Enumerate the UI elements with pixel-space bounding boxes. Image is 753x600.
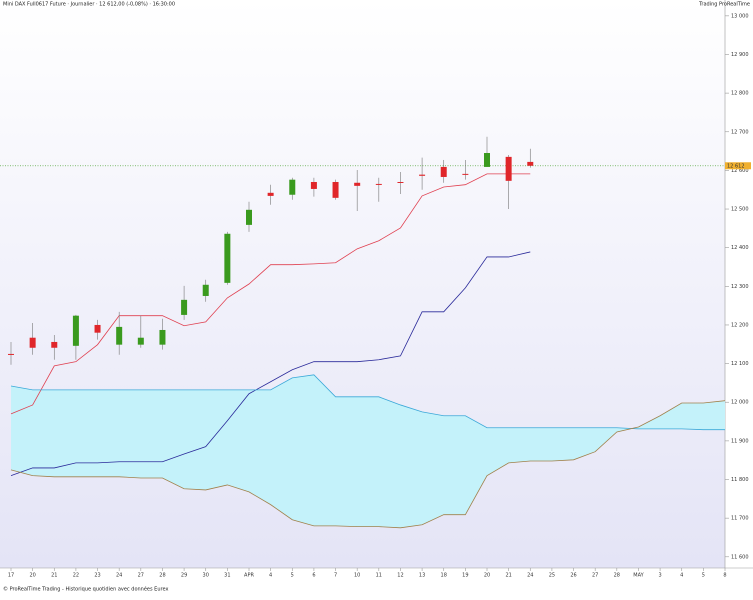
x-tick-label: 11 [376,573,382,579]
indicator-line [10,400,726,529]
y-tick-label: 12 000 [731,400,749,406]
x-tick-label: 27 [138,573,144,579]
x-tick-label: 18 [441,573,447,579]
candle-body [246,209,252,225]
x-tick-label: 25 [549,573,555,579]
candle-body [354,182,361,186]
candle-body [375,183,382,185]
y-tick-label: 12 300 [731,284,749,290]
marks: 11 600 11 700 11 800 11 900 12 000 12 100 12 2… [0,13,751,579]
candle-body [310,181,317,189]
x-tick-label: 24 [116,573,122,579]
candle-body [94,324,101,333]
candle-body [462,173,469,175]
x-tick-label: 6 [312,573,315,579]
candle-body [29,337,36,348]
x-tick-label: 4 [680,573,683,579]
candle-body [224,233,231,283]
x-tick-label: 7 [334,573,337,579]
indicator-line [10,374,725,431]
candle-body [527,161,534,166]
brand: Trading ProRealTime [698,2,750,8]
footer: © ProRealTime Trading - Historique quoti… [3,586,168,593]
cloud-fill [11,374,725,528]
last-price-box [725,162,751,170]
x-tick-label: 17 [8,573,14,579]
candle-body [440,166,447,177]
x-tick-label: 4 [269,573,272,579]
x-tick-label: 30 [203,573,209,579]
candle-body [419,174,426,176]
candle-body [397,181,404,183]
candle-body [51,341,58,348]
y-tick-label: 12 800 [731,91,749,97]
y-tick-label: 11 700 [731,516,749,522]
x-tick-label: 28 [159,573,165,579]
x-tick-label: 26 [570,573,576,579]
y-tick-label: 12 900 [731,52,749,58]
x-tick-label: 13 [419,573,425,579]
x-tick-label: 21 [505,573,511,579]
y-tick-label: 12 200 [731,322,749,328]
candle-body [289,179,296,195]
candle-body [8,353,14,355]
x-tick-label: 21 [51,573,57,579]
x-tick-label: 5 [702,573,705,579]
x-tick-label: 19 [462,573,468,579]
indicator-line [10,173,531,415]
y-tick-label: 11 900 [731,438,749,444]
candle-body [267,192,274,196]
candle-body [72,315,79,346]
x-tick-label: 23 [94,573,100,579]
x-tick-label: 24 [527,573,533,579]
x-tick-label: 28 [614,573,620,579]
last-price-label: 12 612 [727,163,745,169]
x-tick-label: 8 [723,573,726,579]
candle-body [116,326,123,345]
x-tick-label: 20 [29,573,35,579]
y-tick-label: 12 100 [731,361,749,367]
x-tick-label: 22 [73,573,79,579]
candle-body [505,156,512,181]
candle-body [484,153,490,167]
y-tick-label: 12 700 [731,129,749,135]
x-tick-label: 31 [224,573,230,579]
y-tick-label: 11 600 [731,554,749,560]
x-tick-label: MAY [633,573,644,579]
y-tick-label: 12 500 [731,207,749,213]
candle-body [159,329,166,345]
candle-body [332,181,339,198]
y-tick-label: 13 000 [731,13,749,19]
candle-body [181,299,188,315]
x-tick-label: 10 [354,573,360,579]
candle-body [202,284,209,296]
x-tick-label: 5 [291,573,294,579]
x-tick-label: 3 [658,573,661,579]
x-tick-label: 27 [592,573,598,579]
x-tick-label: 29 [181,573,187,579]
x-tick-label: 12 [397,573,403,579]
x-tick-label: APR [244,573,254,579]
y-tick-label: 12 400 [731,245,749,251]
x-tick-label: 20 [484,573,490,579]
chart-title: Mini DAX Full0617 Future · Journalier · … [3,2,175,8]
y-tick-label: 11 800 [731,477,749,483]
y-tick-label: 12 600 [731,168,749,174]
candle-body [137,337,144,345]
indicator-line [10,251,531,477]
